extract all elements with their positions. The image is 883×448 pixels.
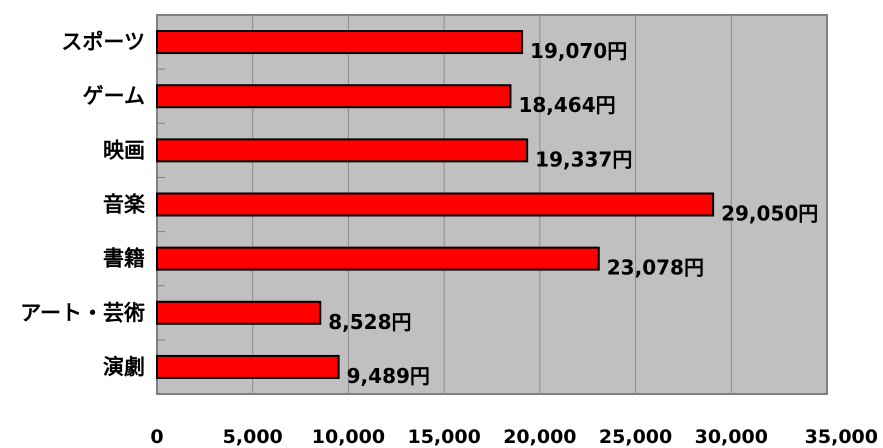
bar (156, 300, 322, 325)
x-tick-label: 20,000 (503, 426, 576, 448)
data-label: 9,489円 (347, 364, 430, 388)
x-tick-label: 5,000 (223, 426, 283, 448)
bars (156, 30, 715, 379)
category-label: スポーツ (61, 30, 145, 54)
x-tick-label: 10,000 (312, 426, 385, 448)
x-tick-label: 30,000 (695, 426, 768, 448)
x-tick-labels: 0 5,000 10,000 15,000 20,000 25,000 30,000 35,0… (150, 426, 878, 448)
category-label: アート・芸術 (20, 301, 145, 325)
data-label: 19,070円 (530, 39, 627, 63)
data-labels: 19,070円 18,464円 19,337円 29,050円 23,078円 8,528… (328, 39, 818, 388)
bar (156, 138, 529, 163)
x-tick-label: 35,000 (805, 426, 878, 448)
bar (156, 84, 512, 109)
bar (156, 354, 340, 379)
data-label: 8,528円 (328, 310, 411, 334)
x-tick-label: 0 (150, 426, 163, 448)
data-label: 19,337円 (535, 147, 632, 171)
data-label: 29,050円 (721, 202, 818, 226)
bar (156, 30, 524, 55)
x-tick-label: 15,000 (407, 426, 480, 448)
data-label: 23,078円 (607, 256, 704, 280)
data-label: 18,464円 (518, 93, 615, 117)
category-label: 音楽 (103, 193, 146, 217)
x-tick-label: 25,000 (599, 426, 672, 448)
category-label: 書籍 (103, 247, 145, 271)
bar (156, 192, 715, 217)
category-label: ゲーム (83, 84, 145, 108)
bar (156, 246, 600, 271)
category-label: 演劇 (103, 355, 145, 379)
category-label: 映画 (103, 138, 145, 162)
